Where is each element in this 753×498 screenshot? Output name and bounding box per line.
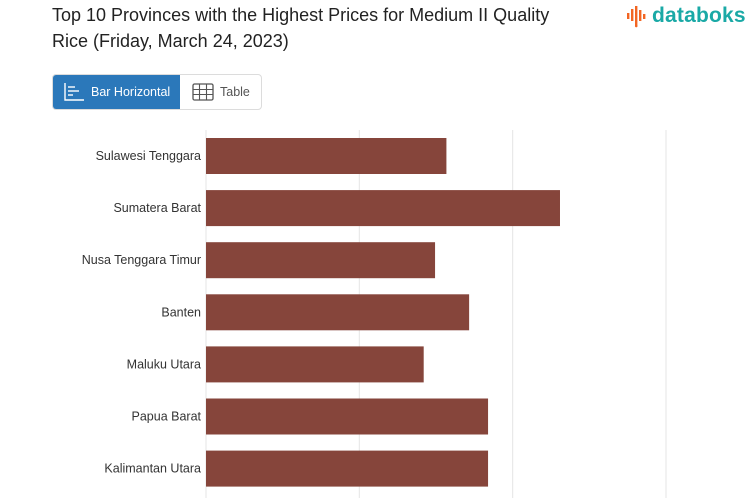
bar[interactable] (206, 138, 447, 174)
bar-horizontal-icon (64, 83, 84, 101)
brand-name: databoks (652, 4, 746, 27)
bar[interactable] (206, 242, 436, 279)
view-switcher: Bar Horizontal Table (52, 74, 262, 110)
category-label: Kalimantan Utara (104, 462, 201, 476)
category-label: Sulawesi Tenggara (96, 149, 201, 163)
tab-table[interactable]: Table (180, 75, 250, 109)
category-label: Sumatera Barat (113, 201, 201, 215)
tab-bar-horizontal[interactable]: Bar Horizontal (53, 75, 180, 109)
bar-chart: Sulawesi Tenggara Sumatera Barat Nusa Teng… (82, 130, 667, 498)
category-label: Banten (161, 305, 201, 319)
tab-bar-horizontal-label: Bar Horizontal (91, 85, 171, 99)
bar[interactable] (206, 190, 560, 227)
chart-title: Top 10 Provinces with the Highest Prices… (52, 5, 550, 51)
bar[interactable] (206, 450, 489, 487)
category-label: Nusa Tenggara Timur (82, 253, 201, 267)
category-label: Maluku Utara (127, 357, 201, 371)
bar[interactable] (206, 346, 424, 383)
table-grid-icon (192, 83, 214, 101)
databoks-logo-icon (627, 6, 646, 28)
databoks-logo: databoks (626, 4, 746, 28)
category-label: Papua Barat (132, 410, 202, 424)
bar[interactable] (206, 294, 470, 331)
bar[interactable] (206, 398, 489, 435)
tab-table-label: Table (220, 85, 250, 99)
